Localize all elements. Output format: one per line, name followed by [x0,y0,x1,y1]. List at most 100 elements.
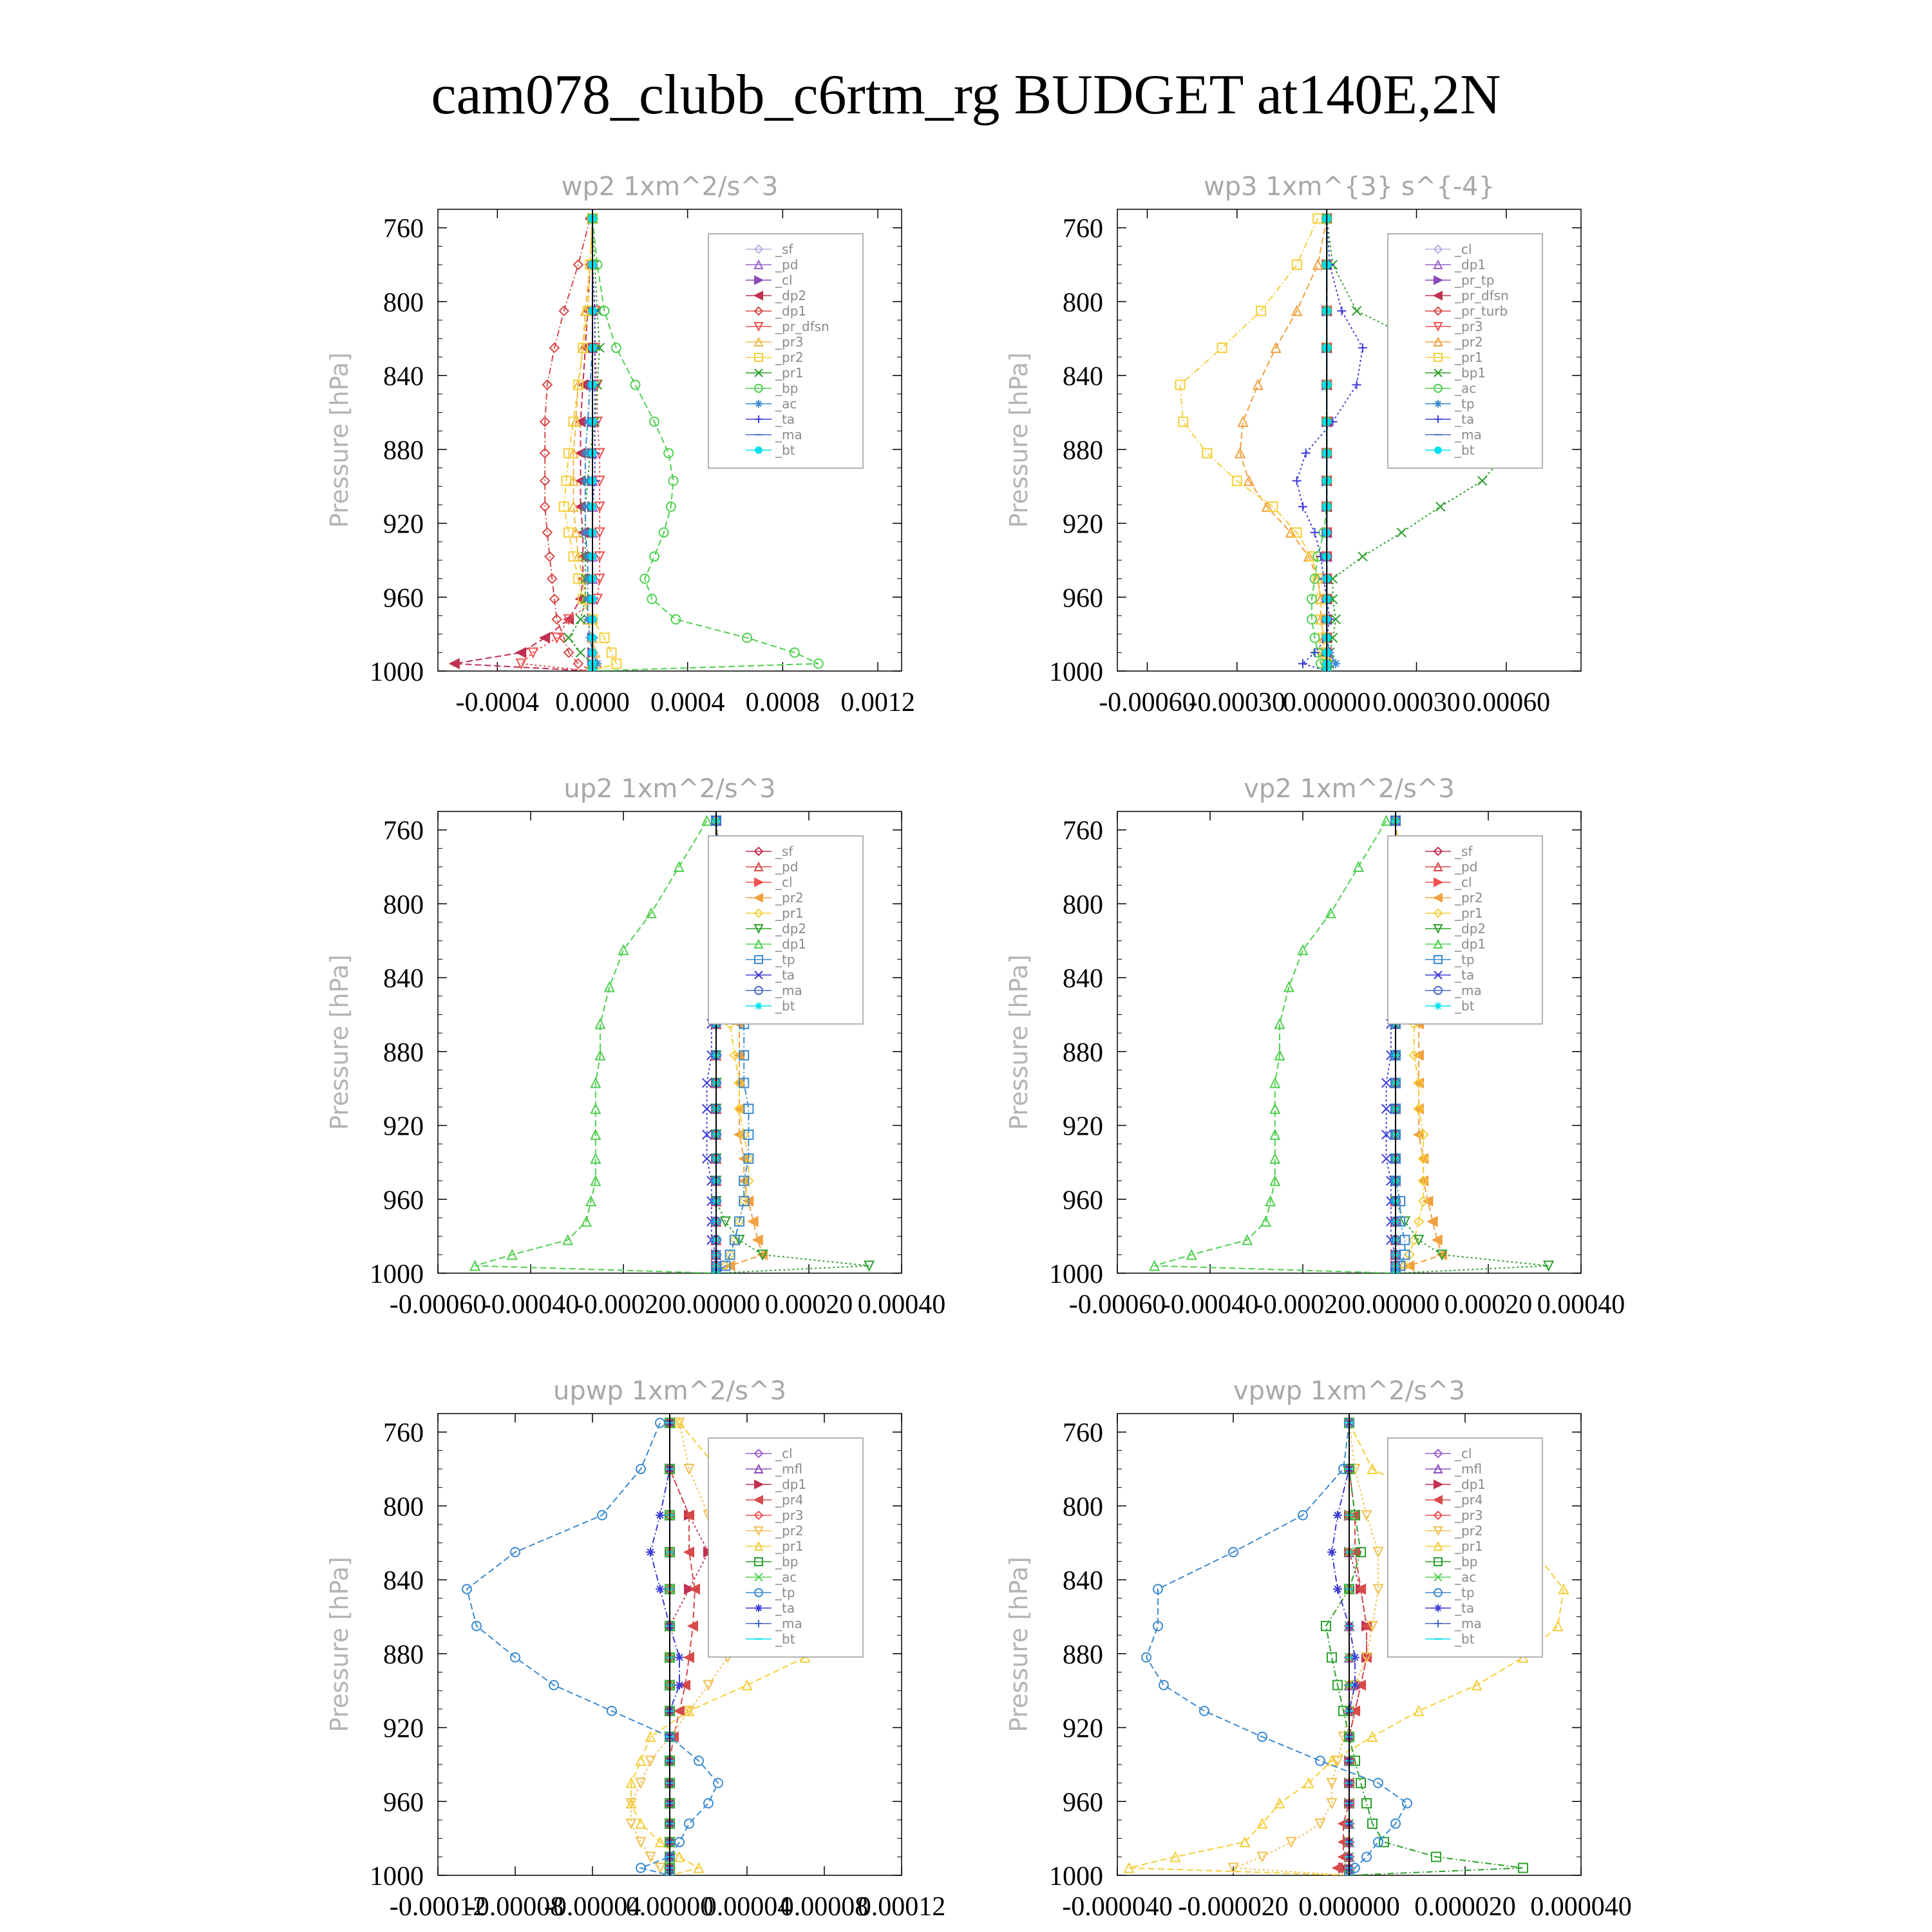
data-point [594,551,605,563]
data-point [1435,502,1446,512]
legend-item: _dp2 [1425,921,1486,936]
legend-item: _cl [1425,242,1472,257]
data-point [1314,1818,1326,1830]
data-point [1352,380,1361,390]
legend-label: _ma [1454,983,1482,998]
data-point [578,343,589,354]
data-point [611,658,621,669]
panel-2: wp3 1xm^{3} s^{-4} Pressure [hPa] 760 800 84… [1005,172,1582,717]
legend-label: _dp2 [775,288,806,303]
data-point [1153,1620,1163,1631]
legend-label: _pr4 [775,1492,804,1508]
data-point [462,1584,472,1595]
legend-marker [753,924,764,934]
legend-marker [753,938,764,949]
data-point [665,501,676,512]
legend: _cl_dp1_pr_tp_pr_dfsn_pr_turb_pr3_pr2_pr… [1387,233,1543,469]
legend-marker [754,368,763,377]
data-point [739,1175,750,1186]
legend-marker [753,290,763,301]
legend-label: _dp1 [775,1477,806,1492]
x-tick-label: -0.00020 [1255,1290,1352,1320]
data-point [1257,1731,1267,1742]
data-point [625,1818,637,1830]
data-point [739,1077,750,1088]
legend-item: _tp [746,952,795,967]
y-axis-label: Pressure [hPa] [1005,352,1033,528]
x-tick-label: 0.00012 [858,1892,946,1922]
legend-item: _bt [1425,998,1475,1014]
data-point [549,342,560,354]
legend-label: _pr2 [775,1523,804,1539]
y-tick-label: 800 [1063,1492,1103,1522]
data-point [1413,1216,1425,1227]
data-point [542,527,553,538]
legend-item: _pd [1425,859,1477,875]
legend-marker [753,1526,764,1537]
x-tick-label: -0.00020 [575,1290,672,1320]
data-point [1331,1862,1343,1874]
y-tick-label: 800 [383,1492,424,1522]
data-point [752,1234,763,1245]
data-point [1396,527,1406,538]
legend-marker [1434,384,1443,393]
legend-item: _bp1 [1425,365,1486,381]
legend-label: _pr3 [775,334,804,350]
legend-label: _bp [1454,1554,1477,1569]
legend-label: _dp1 [1454,257,1486,272]
data-point [636,1464,646,1475]
x-tick-label: -0.00060 [390,1290,487,1320]
series-line [1311,218,1328,671]
legend-box [708,1437,864,1658]
legend-label: _pr2 [1454,334,1483,350]
legend-marker [1432,893,1443,903]
data-point [701,1153,712,1164]
legend-item: _cl [746,272,793,288]
data-point [583,614,592,624]
x-tick-label: 0.00030 [1372,688,1461,717]
series-line [1296,218,1363,671]
data-point [563,614,574,625]
data-point [538,632,551,643]
data-point [1306,614,1317,625]
legend-label: _pr3 [1454,1508,1483,1523]
x-tick-label: 0.00000 [626,1892,714,1922]
series-dp1 [469,815,719,1273]
data-point [789,647,800,658]
y-tick-label: 960 [383,583,424,613]
legend-item: _pr3 [746,334,804,350]
legend-label: _ta [1454,967,1474,983]
data-point [675,1680,684,1690]
legend-label: _sf [775,242,793,257]
data-point [590,1103,601,1114]
data-point [1417,1153,1429,1164]
data-point [635,1817,647,1829]
data-point [701,815,713,826]
legend-marker [753,306,764,316]
series-pr2 [558,213,621,671]
legend-marker [754,1479,764,1490]
legend-label: _pr_dfsn [1454,288,1509,303]
y-tick-label: 880 [1063,436,1103,466]
legend-marker [1433,1526,1443,1537]
y-tick-label: 1000 [370,1862,424,1891]
legend-item: _pr2 [746,890,804,905]
data-point [635,1837,647,1848]
data-point [743,1129,754,1140]
data-point [562,1234,574,1245]
x-tick-label: 0.00000 [1283,688,1371,717]
data-point [583,574,592,583]
legend-item: _ac [1425,381,1476,396]
data-point [742,632,752,643]
data-point [1431,1852,1441,1862]
series-ac [1306,213,1332,671]
legend-label: _ta [775,1600,795,1616]
data-point [739,1050,750,1061]
data-point [542,379,553,390]
data-point [625,1777,637,1788]
data-point [636,1862,646,1873]
legend-item: _dp2 [746,921,806,936]
data-point [1399,1235,1410,1245]
y-tick-label: 840 [1063,964,1103,994]
legend-item: _pr1 [746,365,804,381]
